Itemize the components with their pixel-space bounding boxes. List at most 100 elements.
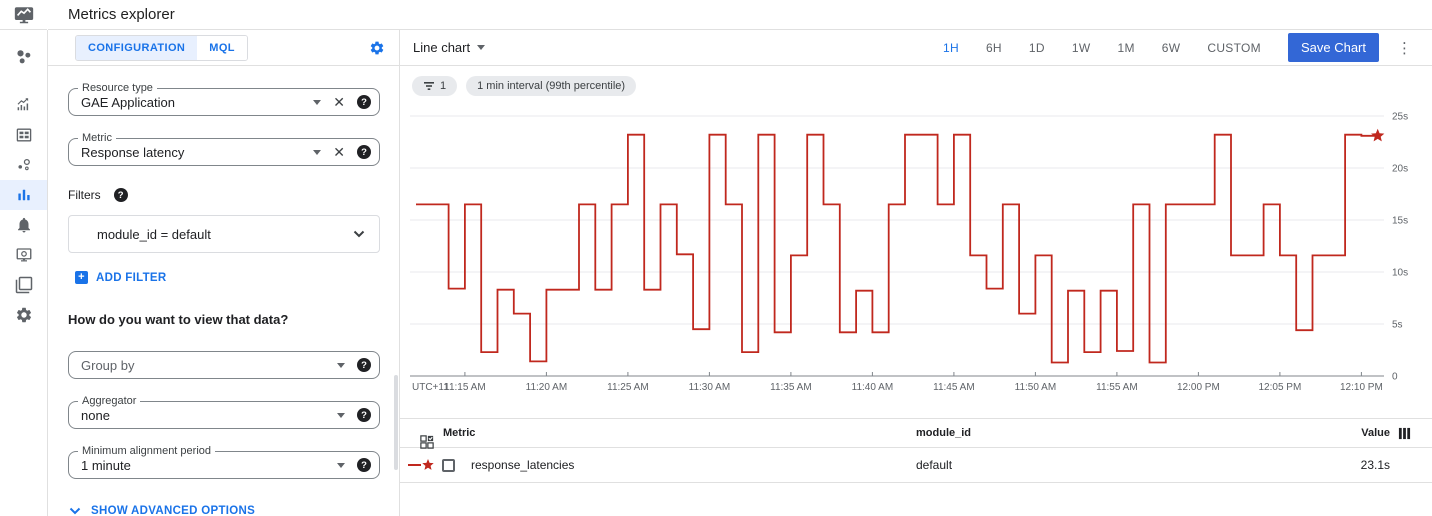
x-axis-label: 11:45 AM [933, 382, 975, 393]
red-line-star-legend-icon [408, 459, 434, 470]
chip-label: 1 min interval (99th percentile) [477, 80, 626, 92]
time-range-group: 1H 6H 1D 1W 1M 6W CUSTOM [943, 35, 1288, 61]
x-axis-label: 11:55 AM [1096, 382, 1138, 393]
rail-item-groups[interactable] [0, 270, 47, 300]
x-axis-label: 11:30 AM [689, 382, 731, 393]
rail-item-services[interactable] [0, 150, 47, 180]
metric-column-header: Metric [400, 427, 916, 449]
help-icon[interactable]: ? [357, 408, 371, 422]
clear-icon[interactable]: ✕ [333, 94, 345, 110]
metric-column-label: Metric [443, 427, 476, 439]
metric-value: Response latency [81, 144, 185, 160]
left-nav-rail [0, 30, 48, 516]
y-axis-label: 0 [1392, 372, 1398, 383]
configuration-panel: CONFIGURATION MQL Resource type GAE Appl… [48, 30, 400, 516]
time-range-1h[interactable]: 1H [943, 35, 959, 61]
min-alignment-label: Minimum alignment period [78, 445, 215, 457]
config-settings-gear-icon[interactable] [369, 40, 385, 56]
help-icon[interactable]: ? [357, 95, 371, 109]
select-all-icon[interactable] [420, 435, 434, 449]
help-icon[interactable]: ? [357, 145, 371, 159]
toolbar-right-group: 1H 6H 1D 1W 1M 6W CUSTOM Save Chart ⋮ [943, 33, 1418, 62]
rail-item-dashboards[interactable] [0, 120, 47, 150]
latency-line-chart[interactable]: 25s 20s 15s 10s 5s 0 11:15 AM 11:20 AM 11:25 AM 1… [400, 100, 1432, 400]
metric-cell: response_latencies [400, 458, 916, 472]
filters-header: Filters ? [68, 188, 380, 202]
tab-mql[interactable]: MQL [197, 35, 247, 60]
y-axis-label: 10s [1392, 268, 1408, 279]
chevron-down-icon [69, 507, 81, 515]
chart-chips-row: 1 1 min interval (99th percentile) [400, 66, 1432, 98]
tab-configuration[interactable]: CONFIGURATION [76, 35, 198, 60]
show-advanced-options-button[interactable]: SHOW ADVANCED OPTIONS [69, 505, 380, 516]
uptime-checks-icon [16, 248, 31, 262]
resource-type-select[interactable]: Resource type GAE Application ✕ ? [68, 82, 380, 116]
rail-item-settings-gear[interactable] [0, 300, 47, 330]
chevron-down-icon[interactable] [313, 149, 322, 155]
help-icon[interactable]: ? [357, 458, 371, 472]
chevron-down-icon[interactable] [313, 99, 322, 105]
chart-panel: Line chart 1H 6H 1D 1W 1M 6W CUSTOM Save Chart… [400, 30, 1432, 516]
interval-chip[interactable]: 1 min interval (99th percentile) [466, 76, 637, 96]
filter-expander[interactable]: module_id = default [68, 215, 380, 253]
save-chart-button[interactable]: Save Chart [1287, 33, 1379, 62]
x-axis-label: 11:35 AM [770, 382, 812, 393]
monitoring-logo-icon[interactable] [0, 0, 48, 30]
value-column-label: Value [1361, 427, 1390, 439]
group-by-placeholder: Group by [81, 357, 135, 373]
time-range-6h[interactable]: 6H [986, 35, 1002, 61]
x-axis-utc-label: UTC+11 [412, 382, 449, 393]
config-panel-body: Resource type GAE Application ✕ ? Metric… [48, 66, 399, 516]
resource-type-value: GAE Application [81, 94, 175, 110]
rail-item-uptime-checks[interactable] [0, 240, 47, 270]
x-axis-label: 11:15 AM [444, 382, 486, 393]
min-alignment-select[interactable]: Minimum alignment period 1 minute ? [68, 445, 380, 479]
top-header: Metrics explorer [0, 0, 1432, 30]
rail-item-metrics[interactable] [0, 90, 47, 120]
chevron-down-icon [353, 230, 365, 238]
monitoring-logo-glyph [14, 6, 33, 23]
table-row[interactable]: response_latencies default 23.1s [400, 448, 1432, 483]
rail-item-monitoring-overview[interactable] [0, 42, 47, 72]
metric-label: Metric [78, 132, 116, 144]
chart-type-dropdown[interactable]: Line chart [413, 40, 491, 55]
chevron-down-icon[interactable] [337, 412, 345, 418]
time-range-custom[interactable]: CUSTOM [1207, 35, 1261, 61]
more-options-kebab-icon[interactable]: ⋮ [1397, 39, 1412, 57]
chevron-down-icon[interactable] [337, 462, 345, 468]
add-filter-button[interactable]: + ADD FILTER [75, 271, 380, 284]
rail-item-metrics-explorer[interactable] [0, 180, 47, 210]
add-box-icon: + [75, 271, 88, 284]
filter-count-chip[interactable]: 1 [412, 76, 458, 96]
value-cell: 23.1s [1360, 458, 1390, 472]
y-axis-label: 20s [1392, 164, 1408, 175]
config-panel-header: CONFIGURATION MQL [48, 30, 399, 66]
rail-item-alerting-bell[interactable] [0, 210, 47, 240]
metric-name: response_latencies [471, 458, 575, 472]
time-range-6w[interactable]: 6W [1162, 35, 1181, 61]
time-range-1m[interactable]: 1M [1117, 35, 1134, 61]
aggregator-select[interactable]: Aggregator none ? [68, 395, 380, 429]
x-axis-label: 12:00 PM [1177, 382, 1220, 393]
help-icon[interactable]: ? [357, 358, 371, 372]
groups-icon [15, 276, 32, 294]
config-scrollbar[interactable] [394, 375, 398, 470]
x-axis-label: 11:40 AM [852, 382, 894, 393]
chevron-down-icon[interactable] [337, 362, 345, 368]
help-icon[interactable]: ? [113, 188, 128, 202]
time-range-1d[interactable]: 1D [1029, 35, 1045, 61]
clear-icon[interactable]: ✕ [333, 144, 345, 160]
filters-label: Filters [68, 188, 101, 202]
group-by-select[interactable]: Group by ? [68, 351, 380, 379]
chart-type-label: Line chart [413, 40, 471, 55]
x-axis-label: 12:05 PM [1258, 382, 1301, 393]
columns-icon[interactable] [1398, 427, 1411, 440]
metric-select[interactable]: Metric Response latency ✕ ? [68, 132, 380, 166]
chip-label: 1 [440, 80, 447, 92]
row-checkbox[interactable] [442, 458, 455, 472]
time-range-1w[interactable]: 1W [1072, 35, 1091, 61]
module-id-cell: default [916, 458, 953, 472]
metrics-icon [17, 98, 28, 111]
resource-type-label: Resource type [78, 82, 157, 94]
chevron-down-icon [477, 45, 486, 50]
